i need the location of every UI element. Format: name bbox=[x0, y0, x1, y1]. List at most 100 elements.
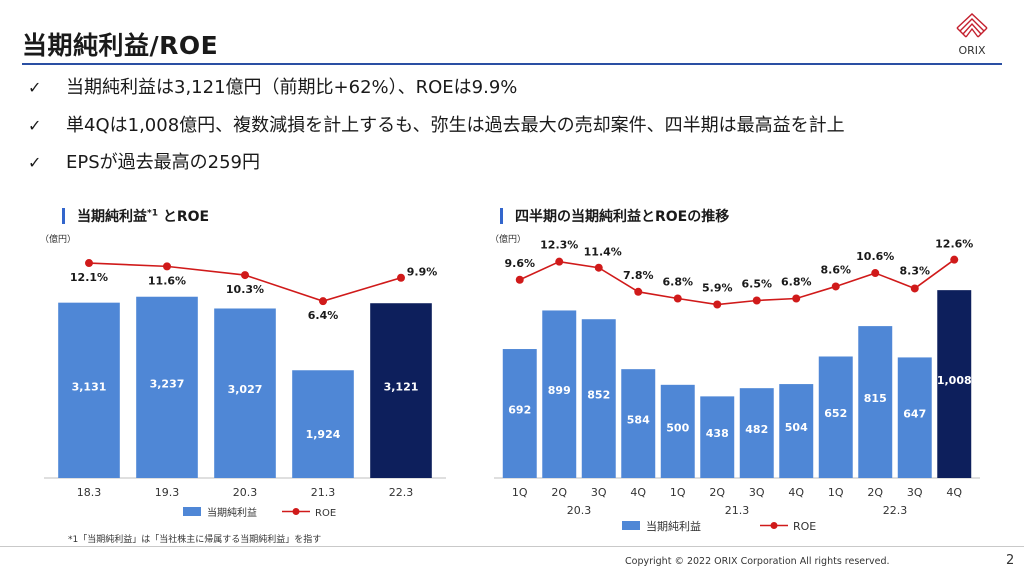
x-tick-label: 3Q bbox=[749, 486, 765, 499]
bullet-2: ✓ 単4Qは1,008億円、複数減損を計上するも、弥生は過去最大の売却案件、四半期… bbox=[28, 111, 845, 137]
footnote: *1「当期純利益」は「当社株主に帰属する当期純利益」を指す bbox=[68, 535, 322, 545]
bar bbox=[621, 369, 656, 478]
roe-value-label: 5.9% bbox=[702, 282, 733, 295]
bar bbox=[502, 349, 537, 478]
roe-value-label: 7.8% bbox=[623, 269, 654, 282]
roe-point bbox=[241, 271, 249, 280]
roe-value-label: 6.8% bbox=[781, 275, 812, 288]
roe-value-label: 6.8% bbox=[662, 275, 693, 288]
bar-value-label: 482 bbox=[745, 423, 768, 436]
x-tick-label: 2Q bbox=[709, 486, 725, 499]
bar-value-label: 3,131 bbox=[72, 380, 107, 393]
bar-value-label: 899 bbox=[548, 384, 571, 397]
unit-label: （億円） bbox=[490, 233, 526, 245]
logo-text: ORIX bbox=[958, 44, 986, 57]
roe-value-label: 12.3% bbox=[540, 239, 578, 252]
bar bbox=[818, 356, 853, 478]
bar bbox=[700, 396, 735, 478]
legend-roe-label: ROE bbox=[315, 508, 336, 519]
bar bbox=[292, 370, 354, 478]
bar-value-label: 3,121 bbox=[384, 381, 419, 394]
roe-point bbox=[752, 296, 761, 305]
roe-value-label: 12.1% bbox=[70, 271, 108, 284]
x-tick-label: 3Q bbox=[591, 486, 607, 499]
x-tick-label: 19.3 bbox=[155, 486, 180, 499]
bullet-3: ✓ EPSが過去最高の259円 bbox=[28, 148, 260, 174]
x-tick-label: 4Q bbox=[630, 486, 646, 499]
legend-roe-label: ROE bbox=[793, 520, 816, 533]
bullet-text: 当期純利益は3,121億円（前期比+62%）、ROEは9.9% bbox=[66, 77, 518, 98]
bar-value-label: 1,008 bbox=[937, 374, 972, 387]
group-label: 22.3 bbox=[883, 504, 908, 517]
bullet-text: EPSが過去最高の259円 bbox=[66, 152, 261, 173]
footer-divider bbox=[0, 546, 1024, 547]
roe-point bbox=[831, 282, 840, 291]
chart1-title: 当期純利益 bbox=[77, 209, 147, 225]
bar-value-label: 504 bbox=[785, 421, 808, 434]
checkmark-icon: ✓ bbox=[28, 116, 42, 135]
copyright: Copyright © 2022 ORIX Corporation All ri… bbox=[625, 556, 890, 567]
chart2-heading: 四半期の当期純利益とROEの推移 bbox=[500, 206, 729, 226]
x-tick-label: 1Q bbox=[828, 486, 844, 499]
roe-value-label: 8.3% bbox=[899, 264, 930, 277]
bar bbox=[370, 303, 432, 478]
chart1-title-sup: *1 bbox=[147, 208, 158, 219]
legend-bar-label: 当期純利益 bbox=[207, 506, 257, 519]
bar-value-label: 500 bbox=[666, 421, 689, 434]
roe-value-label: 6.5% bbox=[741, 278, 772, 291]
x-tick-label: 1Q bbox=[670, 486, 686, 499]
roe-point bbox=[634, 287, 643, 296]
bar bbox=[779, 384, 814, 478]
title-divider bbox=[22, 63, 1002, 65]
roe-value-label: 6.4% bbox=[308, 309, 339, 322]
x-tick-label: 20.3 bbox=[233, 486, 258, 499]
roe-point bbox=[515, 275, 524, 284]
bar bbox=[739, 388, 774, 478]
bar bbox=[581, 319, 616, 478]
legend-bar-label: 当期純利益 bbox=[646, 519, 701, 533]
roe-point bbox=[397, 273, 405, 282]
roe-value-label: 8.6% bbox=[820, 263, 851, 276]
x-tick-label: 4Q bbox=[946, 486, 962, 499]
checkmark-icon: ✓ bbox=[28, 153, 42, 172]
bar bbox=[660, 384, 695, 478]
orix-logo: ORIX bbox=[956, 13, 988, 57]
roe-point bbox=[555, 257, 564, 266]
legend-roe-marker bbox=[292, 508, 300, 515]
roe-value-label: 10.6% bbox=[856, 250, 894, 263]
bar bbox=[937, 290, 972, 478]
roe-point bbox=[163, 262, 171, 271]
roe-point bbox=[673, 294, 682, 303]
x-tick-label: 22.3 bbox=[389, 486, 414, 499]
roe-value-label: 11.4% bbox=[584, 246, 622, 259]
heading-accent bbox=[500, 208, 503, 224]
roe-value-label: 10.3% bbox=[226, 283, 264, 296]
bar-value-label: 3,027 bbox=[228, 383, 263, 396]
bar bbox=[58, 302, 120, 478]
roe-value-label: 9.6% bbox=[504, 257, 535, 270]
roe-value-label: 11.6% bbox=[148, 274, 186, 287]
group-label: 20.3 bbox=[567, 504, 592, 517]
roe-point bbox=[910, 284, 919, 293]
x-tick-label: 2Q bbox=[551, 486, 567, 499]
bar-value-label: 3,237 bbox=[150, 377, 185, 390]
roe-point bbox=[871, 269, 880, 278]
unit-label: （億円） bbox=[40, 233, 76, 245]
chart2-title: 四半期の当期純利益とROEの推移 bbox=[515, 209, 730, 225]
bar bbox=[214, 308, 276, 478]
chart1-heading: 当期純利益*1 とROE bbox=[62, 206, 209, 226]
roe-point bbox=[319, 297, 327, 306]
heading-accent bbox=[62, 208, 65, 224]
x-tick-label: 21.3 bbox=[311, 486, 336, 499]
bar-value-label: 1,924 bbox=[306, 428, 341, 441]
bar-value-label: 438 bbox=[706, 427, 729, 440]
group-label: 21.3 bbox=[725, 504, 750, 517]
bar-value-label: 815 bbox=[864, 392, 887, 405]
x-tick-label: 3Q bbox=[907, 486, 923, 499]
chart1-title-suffix: とROE bbox=[157, 209, 210, 225]
bar-value-label: 584 bbox=[627, 414, 650, 427]
x-tick-label: 2Q bbox=[867, 486, 883, 499]
roe-point bbox=[950, 255, 959, 264]
